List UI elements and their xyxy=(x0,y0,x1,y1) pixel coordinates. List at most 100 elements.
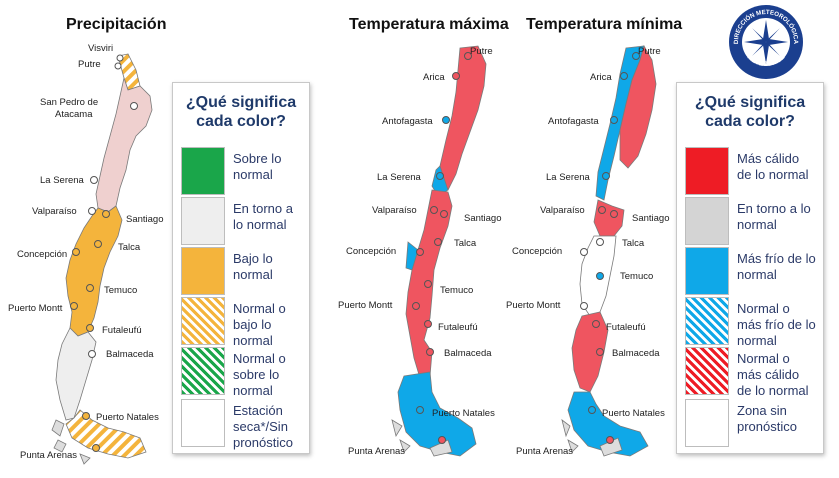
marker-temuco xyxy=(86,284,94,292)
city-label: Santiago xyxy=(464,213,502,224)
legend-swatch xyxy=(685,399,729,447)
title-max-temperature: Temperatura máxima xyxy=(349,16,509,33)
temp-legend: ¿Qué significa cada color? Más cálido de… xyxy=(676,82,824,454)
marker-punta-arenas xyxy=(606,436,614,444)
city-label: Puerto Montt xyxy=(338,300,393,311)
city-label: Balmaceda xyxy=(106,349,154,360)
marker-concepcion xyxy=(416,248,424,256)
marker-futaleufu xyxy=(424,320,432,328)
precip-region-north-dry xyxy=(95,76,153,213)
precip-region-south xyxy=(55,327,97,421)
marker-balmaceda xyxy=(596,348,604,356)
marker-arica xyxy=(620,72,628,80)
city-label: Santiago xyxy=(632,213,670,224)
precip-city-labels: Visviri Putre San Pedro de Atacama La Se… xyxy=(8,43,164,461)
city-label: La Serena xyxy=(377,172,422,183)
marker-la-serena xyxy=(436,172,444,180)
tmax-map xyxy=(391,45,487,457)
legend-swatch xyxy=(181,297,225,345)
marker-santiago xyxy=(610,210,618,218)
marker-punta-arenas xyxy=(438,436,446,444)
city-label: La Serena xyxy=(546,172,591,183)
legend-item: Normal o sobre lo normal xyxy=(181,347,303,398)
city-label: Futaleufú xyxy=(102,325,142,336)
city-label: Antofagasta xyxy=(382,116,433,127)
legend-label: Bajo lo normal xyxy=(233,251,273,282)
tmax-region-central-coast xyxy=(405,241,419,271)
tmax-region-south xyxy=(397,371,477,457)
city-label: Visviri xyxy=(88,43,113,54)
marker-futaleufu xyxy=(592,320,600,328)
city-label: Puerto Natales xyxy=(432,408,495,419)
city-label: Punta Arenas xyxy=(516,446,573,457)
city-label: Atacama xyxy=(55,109,93,120)
tmin-city-labels: Putre Arica Antofagasta La Serena Valpar… xyxy=(506,46,670,457)
legend-item: Bajo lo normal xyxy=(181,247,303,297)
tmax-islands xyxy=(391,419,453,457)
title-precipitation: Precipitación xyxy=(66,16,167,33)
legend-item: Normal o más frío de lo normal xyxy=(685,297,817,348)
tmin-region-central-red xyxy=(593,199,625,237)
marker-concepcion xyxy=(72,248,80,256)
legend-title: ¿Qué significa cada color? xyxy=(185,94,297,130)
city-label: Valparaíso xyxy=(540,205,585,216)
legend-item: Más cálido de lo normal xyxy=(685,147,817,197)
legend-swatch xyxy=(685,347,729,395)
legend-label: Normal o sobre lo normal xyxy=(233,351,286,398)
legend-label: Normal o más cálido de lo normal xyxy=(737,351,809,398)
legend-label: Zona sin pronóstico xyxy=(737,403,797,434)
marker-futaleufu xyxy=(86,324,94,332)
city-label: Punta Arenas xyxy=(348,446,405,457)
legend-swatch xyxy=(181,197,225,245)
legend-swatch xyxy=(685,197,729,245)
marker-temuco xyxy=(424,280,432,288)
tmin-region-north-inland xyxy=(619,44,657,169)
city-label: Concepción xyxy=(512,246,562,257)
marker-puerto-montt xyxy=(70,302,78,310)
city-label: Antofagasta xyxy=(548,116,599,127)
legend-item: En torno a lo normal xyxy=(181,197,303,247)
legend-label: Normal o bajo lo normal xyxy=(233,301,286,348)
marker-putre xyxy=(114,62,122,70)
marker-valparaiso xyxy=(598,206,606,214)
city-label: Putre xyxy=(470,46,493,57)
legend-swatch xyxy=(181,399,225,447)
legend-item: Normal o más cálido de lo normal xyxy=(685,347,817,398)
legend-swatch xyxy=(685,297,729,345)
tmin-region-far-south xyxy=(567,391,649,457)
city-label: Balmaceda xyxy=(444,348,492,359)
marker-puerto-natales xyxy=(82,412,90,420)
legend-label: Más cálido de lo normal xyxy=(737,151,809,182)
city-label: Temuco xyxy=(620,271,653,282)
legend-item: Sobre lo normal xyxy=(181,147,303,197)
legend-swatch xyxy=(685,247,729,295)
marker-puerto-natales xyxy=(588,406,596,414)
marker-santiago xyxy=(102,210,110,218)
precip-legend: ¿Qué significa cada color? Sobre lo norm… xyxy=(172,82,310,454)
legend-label: Más frío de lo normal xyxy=(737,251,816,282)
marker-san-pedro xyxy=(130,102,138,110)
legend-label: Estación seca*/Sin pronóstico xyxy=(233,403,293,450)
city-label: Talca xyxy=(622,238,645,249)
meteochile-logo: DIRECCIÓN METEOROLÓGICA METEOCHILE xyxy=(729,5,803,79)
city-label: Putre xyxy=(78,59,101,70)
legend-title: ¿Qué significa cada color? xyxy=(694,94,806,130)
tmax-city-markers xyxy=(412,52,472,444)
city-label: Temuco xyxy=(104,285,137,296)
marker-la-serena xyxy=(90,176,98,184)
marker-talca xyxy=(434,238,442,246)
city-label: La Serena xyxy=(40,175,85,186)
legend-swatch xyxy=(181,147,225,195)
marker-balmaceda xyxy=(88,350,96,358)
marker-santiago xyxy=(440,210,448,218)
legend-swatch xyxy=(181,247,225,295)
marker-temuco xyxy=(596,272,604,280)
marker-antofagasta xyxy=(442,116,450,124)
marker-visviri xyxy=(116,54,124,62)
city-label: Futaleufú xyxy=(606,322,646,333)
marker-punta-arenas xyxy=(92,444,100,452)
precip-islands xyxy=(51,419,91,465)
marker-puerto-natales xyxy=(416,406,424,414)
marker-concepcion xyxy=(580,248,588,256)
legend-item: Normal o bajo lo normal xyxy=(181,297,303,348)
